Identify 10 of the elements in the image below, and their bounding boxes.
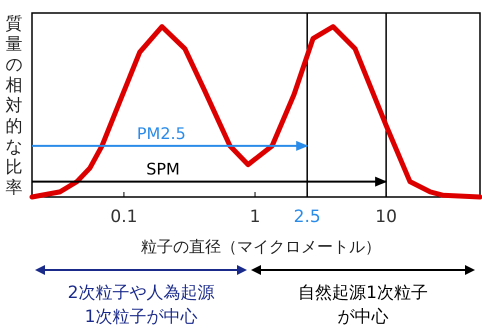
text: 2次粒子や人為起源1次粒子が中心 [68, 283, 214, 327]
text: 自然起源1次粒子が中心 [298, 283, 428, 327]
x-tick-label: 10 [375, 207, 397, 227]
x-tick-label: 0.1 [110, 207, 138, 227]
series-label: SPM [146, 160, 180, 179]
x-tick-label: 2.5 [294, 207, 321, 227]
x-tick-label: 1 [250, 207, 260, 227]
x-axis-title: 粒子の直径（マイクロメートル） [141, 237, 381, 256]
series-label: PM2.5 [136, 124, 186, 143]
text: 質量の相対的な比率 [6, 14, 22, 198]
